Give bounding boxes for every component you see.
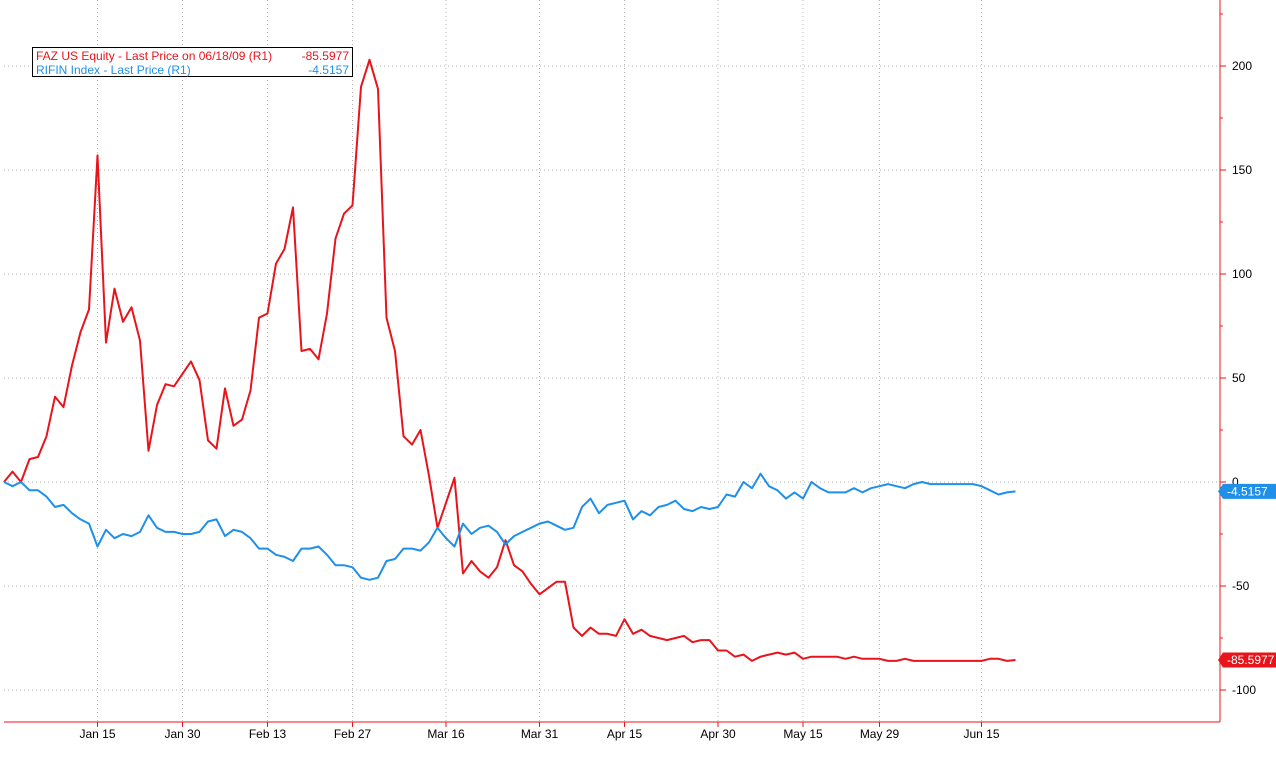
legend-entry-faz: FAZ US Equity - Last Price on 06/18/09 (…: [36, 49, 349, 63]
grid: [4, 0, 1220, 722]
x-tick-label: May 15: [783, 727, 823, 741]
x-tick-label: Apr 15: [607, 727, 643, 741]
x-tick-label: Jun 15: [963, 727, 999, 741]
end-label-text-0: -85.5977: [1227, 653, 1275, 667]
x-tick-label: Feb 13: [249, 727, 287, 741]
legend-rifin-name: RIFIN Index - Last Price (R1): [36, 63, 191, 77]
legend: FAZ US Equity - Last Price on 06/18/09 (…: [32, 47, 353, 77]
series-line-1: [3, 472, 1016, 581]
x-tick-label: Mar 16: [427, 727, 465, 741]
legend-faz-value: -85.5977: [301, 49, 349, 63]
x-tick-label: May 29: [860, 727, 900, 741]
x-tick-label: Apr 30: [700, 727, 736, 741]
y-tick-label: 200: [1232, 59, 1252, 73]
series-line-0: [3, 58, 1016, 662]
legend-rifin-value: -4.5157: [308, 63, 349, 77]
series-lines: [3, 58, 1016, 662]
x-tick-label: Jan 15: [79, 727, 115, 741]
y-tick-label: 100: [1232, 267, 1252, 281]
y-tick-label: -100: [1232, 683, 1256, 697]
y-tick-label: 150: [1232, 163, 1252, 177]
y-tick-label: -50: [1232, 579, 1250, 593]
x-tick-label: Feb 27: [334, 727, 372, 741]
end-value-labels: -85.5977 -4.5157: [1218, 483, 1276, 668]
legend-entry-rifin: RIFIN Index - Last Price (R1) -4.5157: [36, 63, 349, 77]
y-tick-label: 0: [1232, 475, 1239, 489]
end-label-text-1: -4.5157: [1227, 484, 1268, 498]
end-label-bg-1: [1218, 483, 1276, 499]
end-label-bg-0: [1218, 652, 1276, 668]
y-tick-label: 50: [1232, 371, 1246, 385]
x-tick-label: Mar 31: [521, 727, 559, 741]
axes: 200 150 100 50 0 -50 -100 Jan 15 Jan 30 Feb 13 Feb…: [4, 0, 1256, 741]
x-tick-label: Jan 30: [164, 727, 200, 741]
legend-faz-name: FAZ US Equity - Last Price on 06/18/09 (…: [36, 49, 273, 63]
